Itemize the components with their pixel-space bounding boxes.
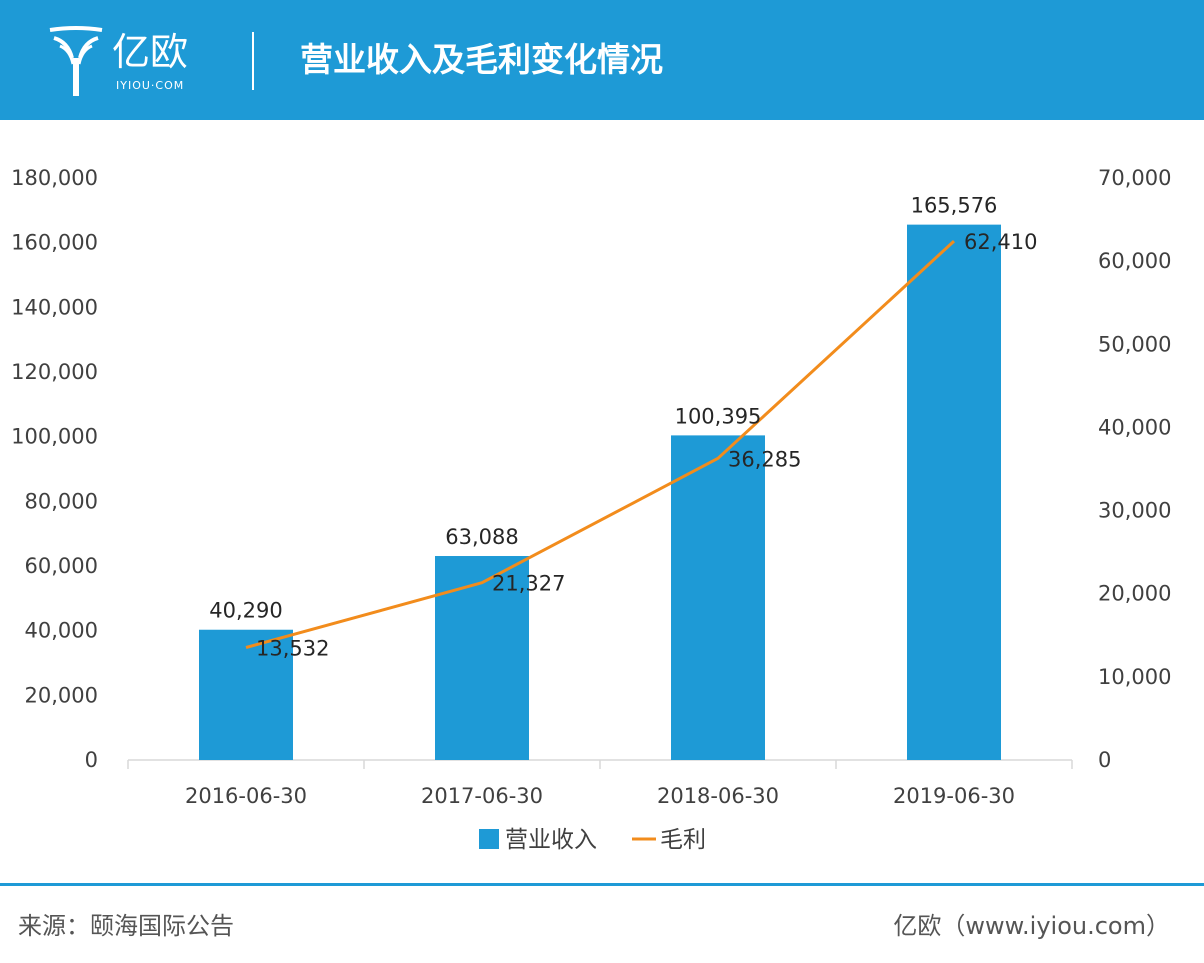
bar-series — [199, 224, 1001, 761]
gross-profit-data-label: 62,410 — [964, 230, 1037, 254]
left-axis-tick-label: 160,000 — [11, 231, 98, 255]
right-axis-tick-label: 40,000 — [1098, 415, 1171, 439]
page-title: 营业收入及毛利变化情况 — [300, 40, 663, 79]
category-label: 2017-06-30 — [421, 784, 543, 808]
revenue-data-label: 165,576 — [911, 194, 998, 218]
category-label: 2019-06-30 — [893, 784, 1015, 808]
right-axis-ticks: 0 10,000 20,000 30,000 40,000 50,000 60,000 70,… — [1098, 166, 1171, 772]
legend-label-revenue: 营业收入 — [505, 827, 597, 853]
source-text: 来源：颐海国际公告 — [18, 912, 234, 940]
gross-profit-data-label: 36,285 — [728, 447, 801, 471]
revenue-bar — [199, 629, 293, 760]
left-axis-tick-label: 80,000 — [25, 489, 98, 513]
legend-swatch-revenue — [479, 829, 499, 849]
chart: 0 20,000 40,000 60,000 80,000 100,000 120,000 1… — [11, 166, 1171, 853]
left-axis-tick-label: 20,000 — [25, 683, 98, 707]
category-labels: 2016-06-30 2017-06-30 2018-06-30 2019-06-30 — [185, 784, 1015, 808]
revenue-data-label: 100,395 — [675, 404, 762, 428]
right-axis-tick-label: 70,000 — [1098, 166, 1171, 190]
revenue-data-label: 63,088 — [445, 525, 518, 549]
left-axis-tick-label: 0 — [85, 748, 98, 772]
revenue-bar — [671, 435, 765, 760]
legend: 营业收入 毛利 — [479, 827, 706, 853]
revenue-bar — [907, 224, 1001, 761]
iyiou-logo-icon — [49, 26, 103, 96]
right-axis-tick-label: 20,000 — [1098, 582, 1171, 606]
header-banner: 亿欧 IYIOU·COM 营业收入及毛利变化情况 — [0, 0, 1204, 120]
x-axis-tick-marks — [127, 760, 1073, 769]
header-divider — [252, 32, 254, 90]
legend-label-gross-profit: 毛利 — [660, 827, 706, 853]
brand-url: 亿欧（www.iyiou.com） — [893, 912, 1170, 940]
left-axis-tick-label: 180,000 — [11, 166, 98, 190]
category-label: 2016-06-30 — [185, 784, 307, 808]
right-axis-tick-label: 50,000 — [1098, 332, 1171, 356]
left-axis-tick-label: 140,000 — [11, 295, 98, 319]
left-axis-tick-label: 100,000 — [11, 425, 98, 449]
logo-text: 亿欧 — [112, 30, 189, 74]
right-axis-tick-label: 0 — [1098, 748, 1111, 772]
left-axis-ticks: 0 20,000 40,000 60,000 80,000 100,000 120,000 1… — [11, 166, 98, 772]
revenue-data-label: 40,290 — [209, 599, 282, 623]
line-series-gross-profit — [245, 240, 956, 649]
gross-profit-data-label: 21,327 — [492, 572, 565, 596]
gross-profit-data-label: 13,532 — [256, 636, 329, 660]
right-axis-tick-label: 10,000 — [1098, 665, 1171, 689]
data-labels: 40,290 13,532 63,088 21,327 100,395 36,285 165… — [209, 194, 1037, 661]
right-axis-tick-label: 60,000 — [1098, 249, 1171, 273]
left-axis-tick-label: 60,000 — [25, 554, 98, 578]
left-axis-tick-label: 40,000 — [25, 619, 98, 643]
right-axis-tick-label: 30,000 — [1098, 499, 1171, 523]
logo-domain: IYIOU·COM — [116, 79, 185, 92]
footer-divider — [0, 883, 1204, 886]
left-axis-tick-label: 120,000 — [11, 360, 98, 384]
category-label: 2018-06-30 — [657, 784, 779, 808]
